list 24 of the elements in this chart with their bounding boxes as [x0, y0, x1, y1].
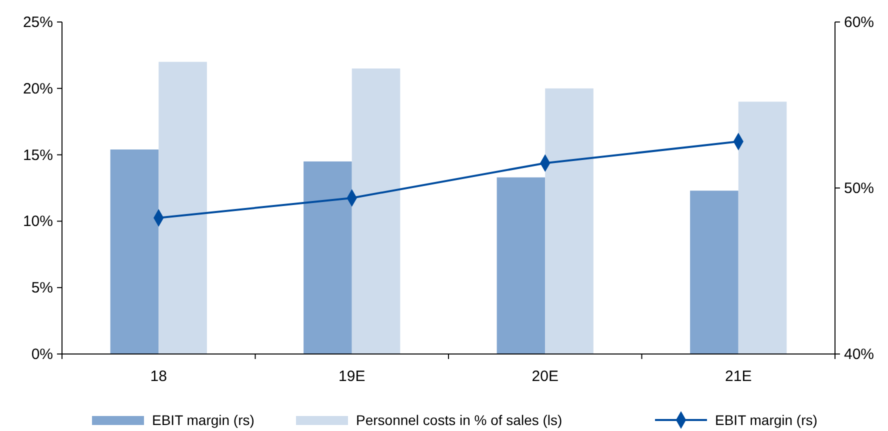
y2-tick-label: 50% — [844, 180, 874, 197]
y-tick-label: 5% — [31, 280, 53, 297]
bar — [304, 161, 352, 354]
y2-tick-label: 40% — [844, 346, 874, 363]
y-tick-label: 0% — [31, 346, 53, 363]
x-tick-label: 20E — [532, 368, 558, 385]
bar — [545, 88, 594, 354]
legend-label: EBIT margin (rs) — [152, 412, 254, 428]
x-tick-label: 18 — [150, 368, 167, 385]
bar — [496, 177, 546, 354]
bar — [110, 149, 159, 354]
y-tick-label: 15% — [22, 146, 53, 164]
bar — [158, 62, 207, 354]
legend-label: Personnel costs in % of sales (ls) — [356, 412, 562, 428]
y-tick-label: 20% — [22, 80, 53, 98]
bar — [738, 102, 787, 354]
y-tick-label: 10% — [22, 213, 53, 230]
y-tick-label: 25% — [22, 14, 53, 31]
x-tick-label: 19E — [338, 368, 366, 385]
x-tick-label: 21E — [725, 368, 752, 385]
y2-tick-label: 60% — [844, 14, 874, 31]
bar — [352, 68, 400, 354]
legend-label: EBIT margin (rs) — [715, 412, 818, 428]
bar — [690, 190, 738, 354]
